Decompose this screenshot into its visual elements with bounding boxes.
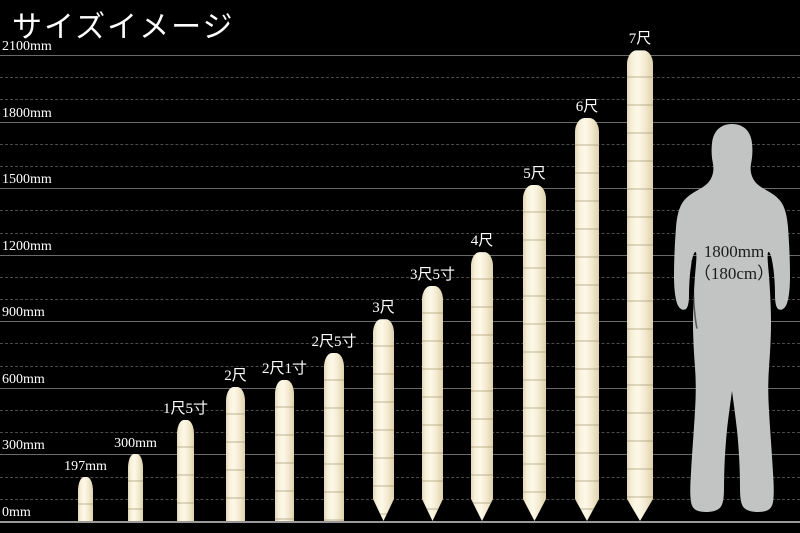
gridline-minor	[0, 343, 800, 345]
gridline-minor	[0, 276, 800, 278]
bar-segment-marks	[422, 286, 443, 521]
bar-body	[324, 352, 344, 521]
bar-segment-marks	[275, 379, 294, 521]
bar-segment-marks	[177, 420, 194, 521]
bar-segment-marks	[324, 352, 344, 521]
gridline-minor	[0, 498, 800, 500]
bar-11[interactable]: 6尺	[575, 99, 599, 521]
bar-label: 4尺	[470, 233, 494, 250]
gridline-minor	[0, 432, 800, 434]
bar-body	[373, 319, 394, 521]
bar-3[interactable]: 1尺5寸	[163, 402, 208, 521]
human-silhouette	[668, 122, 796, 521]
bar-label: 6尺	[575, 98, 599, 115]
gridline-minor	[0, 299, 800, 301]
y-tick-label: 600mm	[2, 371, 45, 387]
bar-label: 197mm	[64, 459, 107, 475]
bar-label: 300mm	[114, 436, 157, 452]
bar-body	[575, 118, 599, 521]
bar-label: 7尺	[628, 31, 652, 48]
human-height-cm: （180cm）	[693, 264, 775, 284]
bar-6[interactable]: 2尺5寸	[311, 334, 357, 521]
human-height-mm: 1800mm	[703, 242, 765, 262]
gridline-major	[0, 321, 800, 323]
bar-8[interactable]: 3尺5寸	[410, 267, 455, 521]
bar-segment-marks	[226, 386, 245, 521]
bar-9[interactable]: 4尺	[471, 234, 493, 521]
y-tick-label: 900mm	[2, 305, 45, 321]
bar-body	[471, 252, 493, 521]
bar-segment-marks	[627, 50, 653, 521]
gridline-minor	[0, 210, 800, 212]
bar-label: 3尺	[372, 300, 395, 317]
bar-label: 2尺1寸	[261, 360, 308, 377]
gridline-minor	[0, 143, 800, 145]
bar-segment-marks	[78, 477, 93, 521]
gridline-minor	[0, 476, 800, 478]
bar-segment-marks	[575, 118, 599, 521]
bar-label: 2尺	[224, 367, 247, 384]
y-tick-label: 2100mm	[2, 39, 52, 54]
bar-segment-marks	[523, 185, 546, 521]
bar-label: 5尺	[523, 165, 546, 182]
bar-7[interactable]: 3尺	[372, 301, 395, 521]
y-tick-label: 1200mm	[2, 238, 52, 254]
gridline-minor	[0, 165, 800, 167]
bar-12[interactable]: 7尺	[627, 32, 653, 521]
bar-body	[128, 454, 143, 521]
gridline-minor	[0, 410, 800, 412]
y-tick-label: 300mm	[2, 438, 45, 454]
human-silhouette-path	[674, 123, 790, 512]
bar-5[interactable]: 2尺1寸	[262, 361, 307, 521]
bar-body	[627, 50, 653, 521]
page-title: サイズイメージ	[12, 10, 235, 45]
bar-body	[226, 386, 245, 521]
gridline-major	[0, 254, 800, 256]
gridline-major	[0, 188, 800, 190]
gridline-minor	[0, 99, 800, 101]
y-tick-label: 0mm	[2, 505, 31, 520]
bar-10[interactable]: 5尺	[523, 166, 546, 521]
gridline-minor	[0, 232, 800, 234]
bar-1[interactable]: 197mm	[64, 460, 107, 521]
human-arm-crease	[691, 259, 698, 329]
gridline-major	[0, 55, 800, 56]
bar-label: 2尺5寸	[311, 333, 357, 350]
bar-label: 1尺5寸	[162, 401, 209, 418]
bar-4[interactable]: 2尺	[224, 368, 247, 521]
gridline-major	[0, 387, 800, 389]
gridline-minor	[0, 365, 800, 367]
bar-label: 3尺5寸	[409, 266, 456, 283]
bar-body	[275, 379, 294, 521]
bar-2[interactable]: 300mm	[114, 437, 157, 521]
y-tick-label: 1500mm	[2, 172, 52, 188]
bar-segment-marks	[373, 319, 394, 521]
y-tick-label: 1800mm	[2, 105, 52, 121]
bar-segment-marks	[471, 252, 493, 521]
gridline-major	[0, 454, 800, 456]
bar-body	[523, 185, 546, 521]
human-height-label: 1800mm （180cm）	[678, 241, 790, 285]
gridline-major	[0, 121, 800, 123]
gridline-major	[0, 521, 800, 523]
bar-segment-marks	[128, 454, 143, 521]
bar-body	[177, 420, 194, 521]
bar-body	[422, 286, 443, 521]
bar-body	[78, 477, 93, 521]
gridline-minor	[0, 77, 800, 79]
